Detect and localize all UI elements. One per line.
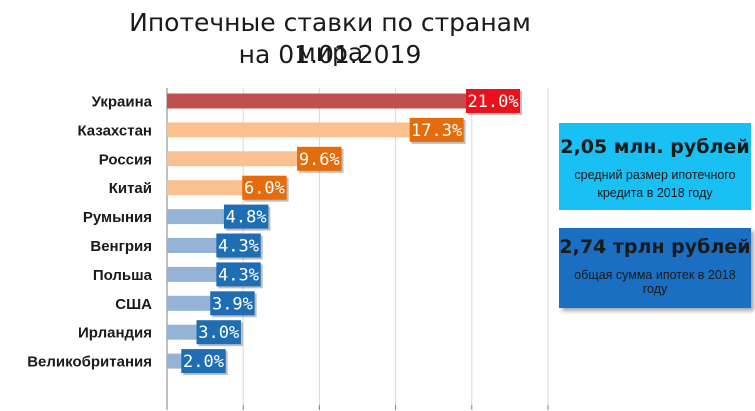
category-label: Ирландия [78,325,152,342]
data-label-box [242,175,287,200]
total-mortgage-value: 2,74 трлн рублей [559,236,751,258]
category-label: Великобритания [27,354,152,371]
bar [167,238,233,253]
category-label: Польша [93,267,153,284]
bar [167,180,259,196]
bar [167,122,431,138]
chart-title-line-1: Ипотечные ставки по странам мира [129,8,531,67]
chart-title-line-2: на 01.01.2019 [238,40,422,69]
bar [167,151,314,167]
data-label-box [297,146,342,171]
data-label-box [181,349,226,374]
data-label-box [210,291,255,316]
data-label: 6.0% [244,179,285,199]
category-label: Россия [99,151,152,168]
data-label-box [196,320,241,345]
bar [167,209,241,225]
category-label: США [115,296,152,313]
category-label: Казахстан [77,122,152,139]
data-label: 9.6% [299,150,340,170]
data-label-box [216,233,261,258]
data-label: 21.0% [467,92,518,112]
data-label: 4.3% [218,237,259,257]
total-mortgage-card: 2,74 трлн рублей общая сумма ипотек в 20… [559,228,751,308]
category-label: Китай [109,180,152,197]
average-loan-value: 2,05 млн. рублей [560,136,750,158]
total-mortgage-caption: общая сумма ипотек в 2018 году [574,268,736,296]
data-label-box [216,262,261,287]
data-label-box [466,89,521,113]
category-label: Венгрия [90,238,152,255]
data-label: 2.0% [183,352,224,372]
category-label: Румыния [83,209,152,226]
data-label-box [223,204,269,229]
data-label: 4.3% [218,265,259,285]
category-label: Украина [92,94,153,111]
data-label: 17.3% [411,121,462,141]
data-label: 3.0% [198,323,239,343]
bar [167,266,233,282]
data-label: 3.9% [212,294,253,314]
average-loan-card: 2,05 млн. рублей средний размер ипотечно… [559,123,751,210]
bar [167,93,488,109]
average-loan-caption: средний размер ипотечного кредита в 2018… [574,168,736,200]
data-label-box [409,117,464,142]
data-label: 4.8% [226,208,267,228]
